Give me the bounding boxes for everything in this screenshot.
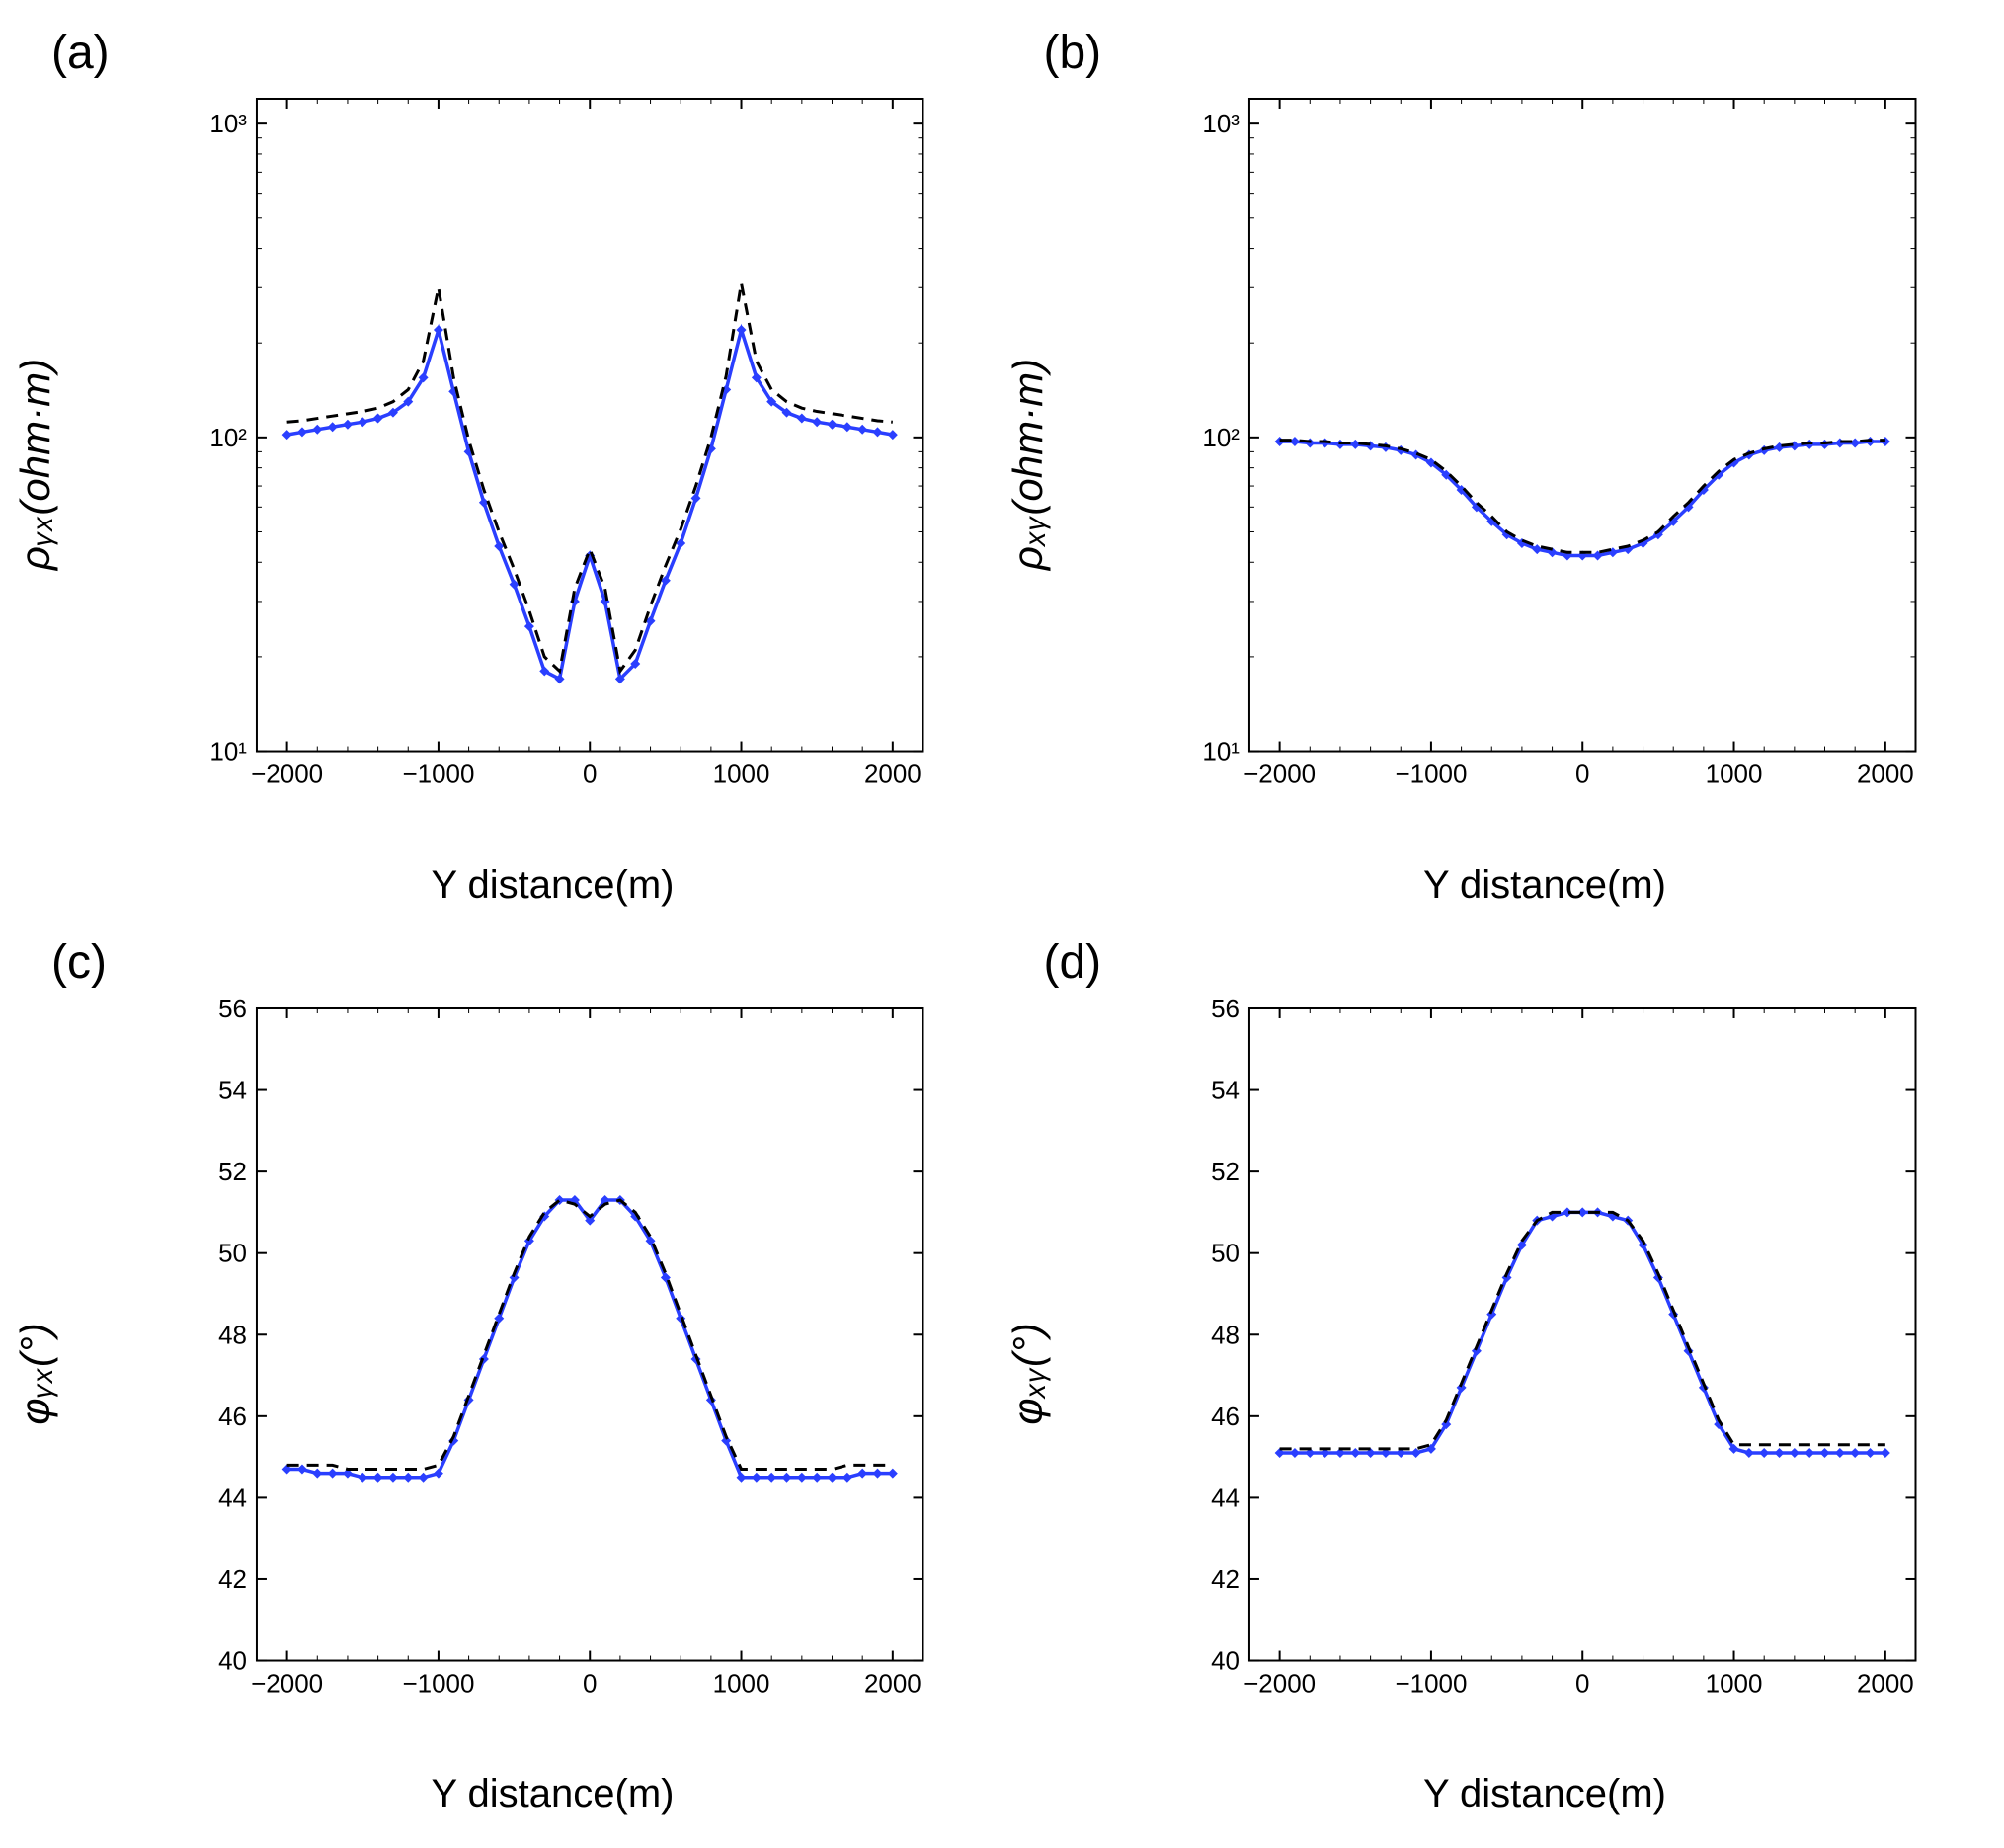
svg-text:10²: 10²	[209, 423, 247, 452]
svg-text:2000: 2000	[1856, 760, 1913, 789]
panel-c-svg: −2000 −1000 0 1000 2000 40 42 44 46 48 50 52 54 56	[178, 999, 943, 1711]
svg-text:54: 54	[218, 1075, 247, 1104]
svg-text:−1000: −1000	[402, 1668, 474, 1698]
svg-text:56: 56	[218, 999, 247, 1023]
panel-b-svg: −2000 −1000 0 1000 2000 10¹ 10² 10³	[1170, 89, 1936, 801]
svg-text:46: 46	[1211, 1401, 1240, 1430]
panel-c: (c) φᵧₓ(°) −2000−10000100020004042444648…	[40, 929, 973, 1819]
svg-text:−2000: −2000	[1243, 760, 1316, 789]
panel-a-ylabel: ρᵧₓ(ohm·m)	[12, 359, 59, 570]
svg-text:50: 50	[218, 1238, 247, 1267]
panel-b-ylabel: ρₓᵧ(ohm·m)	[1004, 359, 1052, 570]
svg-text:40: 40	[218, 1646, 247, 1675]
svg-text:0: 0	[1575, 1668, 1589, 1698]
svg-text:52: 52	[1211, 1157, 1240, 1186]
svg-text:48: 48	[1211, 1320, 1240, 1349]
svg-text:−2000: −2000	[251, 1668, 323, 1698]
panel-a: (a) ρᵧₓ(ohm·m) −2000−100001000200010¹10²…	[40, 20, 973, 910]
svg-text:42: 42	[218, 1564, 247, 1593]
svg-text:10¹: 10¹	[1202, 737, 1240, 766]
svg-text:10²: 10²	[1202, 423, 1240, 452]
svg-text:−2000: −2000	[1243, 1668, 1316, 1698]
panel-d: (d) φₓᵧ(°) −2000−10000100020004042444648…	[1032, 929, 1965, 1819]
svg-text:2000: 2000	[864, 760, 922, 789]
svg-text:1000: 1000	[713, 1668, 770, 1698]
panel-a-label: (a)	[51, 26, 110, 80]
svg-text:0: 0	[1575, 760, 1589, 789]
svg-text:44: 44	[1211, 1483, 1240, 1512]
svg-text:10¹: 10¹	[209, 737, 247, 766]
panel-b-label: (b)	[1044, 26, 1102, 80]
svg-text:−1000: −1000	[1395, 1668, 1467, 1698]
svg-text:1000: 1000	[1705, 1668, 1762, 1698]
svg-text:46: 46	[218, 1401, 247, 1430]
svg-text:2000: 2000	[1856, 1668, 1913, 1698]
panel-d-xlabel: Y distance(m)	[1423, 1772, 1666, 1816]
svg-text:52: 52	[218, 1157, 247, 1186]
svg-text:50: 50	[1211, 1238, 1240, 1267]
panel-b-xlabel: Y distance(m)	[1423, 863, 1666, 908]
panel-c-plotbox: −2000 −1000 0 1000 2000 40 42 44 46 48 50 52 54 56	[178, 999, 943, 1711]
svg-text:−1000: −1000	[1395, 760, 1467, 789]
svg-text:0: 0	[583, 760, 597, 789]
panel-b: (b) ρₓᵧ(ohm·m) −2000−100001000200010¹10²…	[1032, 20, 1965, 910]
svg-text:10³: 10³	[209, 109, 247, 138]
panel-d-ylabel: φₓᵧ(°)	[1004, 1323, 1052, 1425]
svg-text:42: 42	[1211, 1564, 1240, 1593]
svg-text:48: 48	[218, 1320, 247, 1349]
panel-a-plotbox: −2000 −1000 0 1000 2000 10¹ 10² 10³	[178, 89, 943, 801]
panel-d-svg: −2000 −1000 0 1000 2000 40 42 44 46 48 50 52 54 56	[1170, 999, 1936, 1711]
svg-text:−2000: −2000	[251, 760, 323, 789]
panel-b-plotbox: −2000 −1000 0 1000 2000 10¹ 10² 10³	[1170, 89, 1936, 801]
panel-d-label: (d)	[1044, 935, 1102, 990]
svg-text:10³: 10³	[1202, 109, 1240, 138]
panel-d-plotbox: −2000 −1000 0 1000 2000 40 42 44 46 48 50 52 54 56	[1170, 999, 1936, 1711]
svg-text:2000: 2000	[864, 1668, 922, 1698]
panel-a-svg: −2000 −1000 0 1000 2000 10¹ 10² 10³	[178, 89, 943, 801]
svg-text:1000: 1000	[1705, 760, 1762, 789]
svg-text:0: 0	[583, 1668, 597, 1698]
svg-text:40: 40	[1211, 1646, 1240, 1675]
svg-text:54: 54	[1211, 1075, 1240, 1104]
svg-text:−1000: −1000	[402, 760, 474, 789]
panel-a-xlabel: Y distance(m)	[431, 863, 674, 908]
panel-c-xlabel: Y distance(m)	[431, 1772, 674, 1816]
figure-grid: (a) ρᵧₓ(ohm·m) −2000 −1000 0 1000 2000 10¹ 10²…	[0, 0, 2004, 1848]
svg-text:1000: 1000	[713, 760, 770, 789]
panel-c-ylabel: φᵧₓ(°)	[12, 1323, 59, 1425]
panel-c-label: (c)	[51, 935, 107, 990]
svg-text:56: 56	[1211, 999, 1240, 1023]
svg-text:44: 44	[218, 1483, 247, 1512]
